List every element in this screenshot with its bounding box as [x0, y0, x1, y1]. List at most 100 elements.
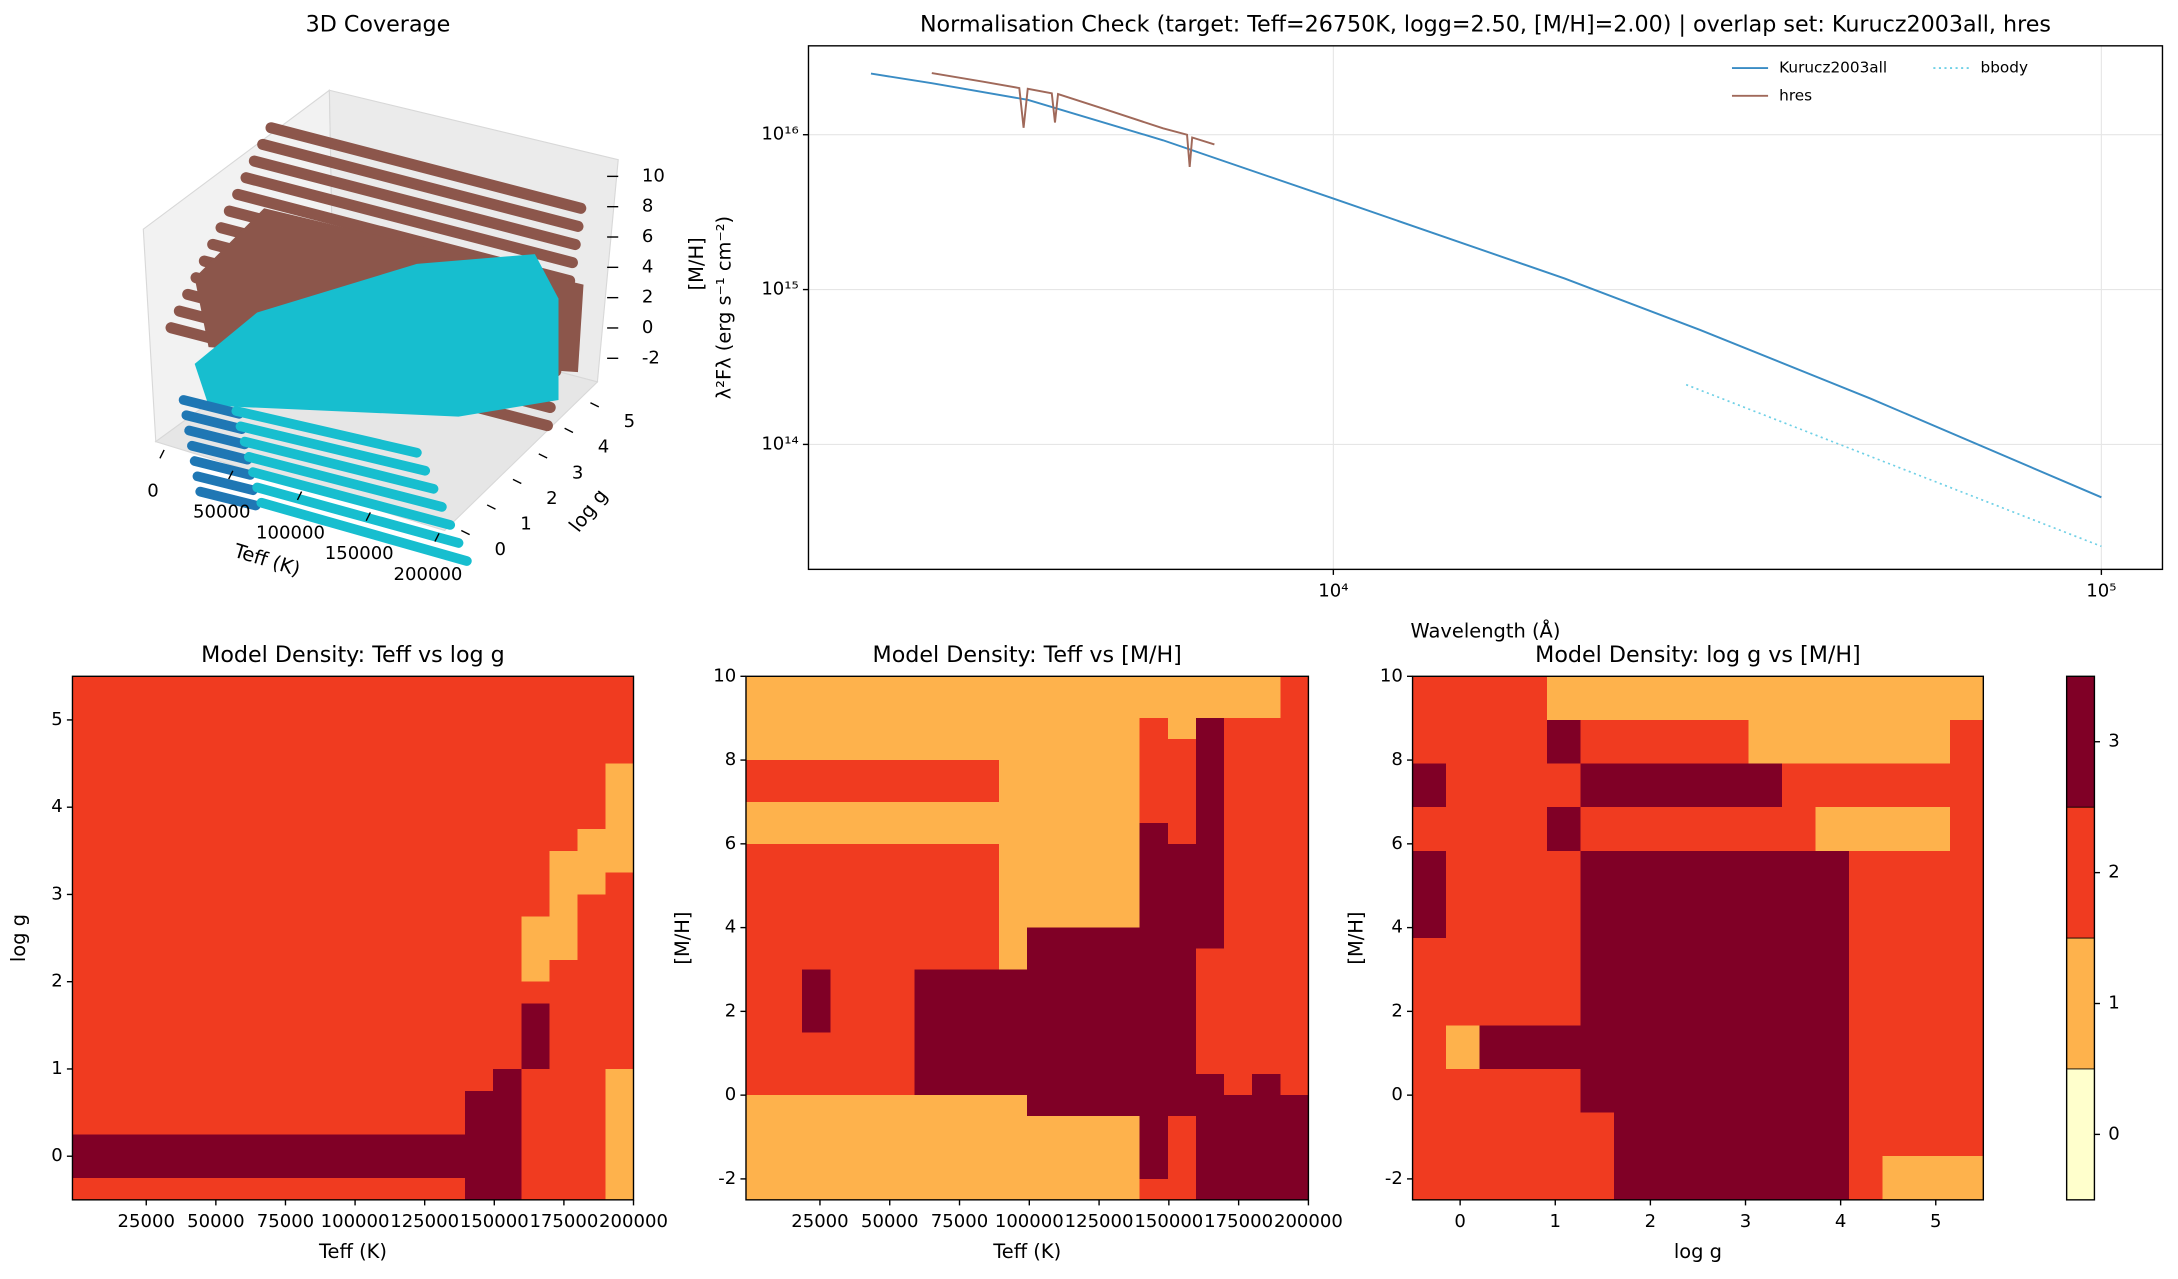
- heatmap-cell: [324, 807, 354, 830]
- heatmap-cell: [493, 1047, 522, 1070]
- heatmap-cell: [465, 807, 494, 830]
- heatmap-cell: [156, 785, 186, 808]
- heatmap-cell: [1055, 990, 1085, 1012]
- heatmap-cell: [437, 763, 466, 786]
- heatmap-cell: [493, 894, 522, 917]
- heatmap-cell: [774, 1137, 803, 1159]
- heatmap-cell: [381, 938, 410, 961]
- heatmap-cell: [1224, 990, 1253, 1012]
- point-stripe: [239, 436, 439, 494]
- heatmap-cell: [970, 1074, 1000, 1096]
- heatmap-cell: [1139, 948, 1169, 971]
- heatmap-cell: [1027, 927, 1056, 950]
- heatmap-cell: [465, 1112, 494, 1135]
- heatmap-cell: [1849, 981, 1884, 1026]
- heatmap-cell: [240, 829, 270, 852]
- heatmap-cell: [381, 807, 410, 830]
- heatmap-cell: [1513, 676, 1548, 721]
- heatmap-cell: [521, 981, 550, 1005]
- heatmap-cell: [1479, 1025, 1514, 1070]
- heatmap-cell: [72, 1134, 102, 1157]
- heatmap-cell: [1681, 850, 1716, 895]
- heatmap-cell: [1280, 927, 1309, 950]
- heatmap-cell: [745, 969, 775, 991]
- heatmap-cell: [1252, 885, 1281, 908]
- heatmap-cell: [802, 718, 831, 740]
- heatmap-cell: [212, 1112, 242, 1135]
- heatmap-cell: [1949, 1068, 1984, 1114]
- heatmap-cell: [100, 763, 130, 786]
- heatmap-cell: [1055, 1053, 1085, 1075]
- heatmap-cell: [577, 1156, 607, 1179]
- heatmap-cell: [184, 698, 214, 721]
- heatmap-cell: [1513, 1112, 1548, 1157]
- heatmap-cell: [549, 1178, 578, 1201]
- heatmap-cell: [858, 739, 888, 761]
- y-tick-label: -2: [1385, 1168, 1403, 1189]
- heatmap-cell: [942, 885, 972, 908]
- heatmap-cell: [914, 822, 944, 845]
- heatmap-cell: [437, 698, 466, 721]
- heatmap-cell: [1614, 763, 1649, 808]
- x-tick-label: 200000: [394, 564, 463, 585]
- heatmap-cell: [240, 872, 270, 895]
- y-tick: [460, 529, 470, 536]
- heatmap-cell: [999, 697, 1028, 719]
- heatmap-cell: [1195, 1137, 1225, 1159]
- heatmap-cell: [1916, 894, 1951, 939]
- heatmap-cell: [1949, 1112, 1984, 1157]
- heatmap-cell: [1647, 850, 1682, 895]
- heatmap-cell: [942, 1178, 972, 1201]
- heatmap-cell: [240, 698, 270, 721]
- heatmap-cell: [72, 872, 102, 895]
- heatmap-cell: [745, 781, 775, 803]
- heatmap-cell: [1027, 1011, 1056, 1033]
- heatmap-cell: [1916, 719, 1951, 765]
- heatmap-cell: [1280, 1137, 1309, 1159]
- heatmap-cell: [914, 1074, 944, 1096]
- heatmap-cell: [886, 1116, 916, 1138]
- heatmap-cell: [128, 1090, 158, 1114]
- heatmap-cell: [409, 719, 438, 743]
- heatmap-cell: [409, 829, 438, 852]
- heatmap-cell: [1195, 948, 1225, 971]
- heatmap-cell: [72, 807, 102, 830]
- heatmap-cell: [493, 1156, 522, 1179]
- heatmap-cell: [577, 981, 607, 1005]
- heatmap-cell: [577, 719, 607, 743]
- heatmap-cell: [156, 741, 186, 765]
- heatmap-cell: [156, 916, 186, 939]
- heatmap-cell: [549, 807, 578, 830]
- heatmap-cell: [465, 959, 494, 983]
- heatmap-cell: [830, 864, 860, 887]
- heatmap-cell: [296, 719, 326, 743]
- heatmap-cell: [1882, 1068, 1917, 1114]
- heatmap-cell: [1647, 1112, 1682, 1157]
- heatmap-cell: [1139, 843, 1169, 866]
- heatmap-cell: [1167, 718, 1197, 740]
- heatmap-cell: [1546, 719, 1581, 765]
- heatmap-cell: [72, 676, 102, 699]
- heatmap-cell: [970, 760, 1000, 782]
- heatmap-cell: [605, 959, 635, 983]
- heatmap-cell: [970, 1116, 1000, 1138]
- heatmap-cell: [1916, 1156, 1951, 1201]
- heatmap-cell: [1280, 739, 1309, 761]
- heatmap-cell: [1111, 676, 1141, 698]
- heatmap-cell: [858, 864, 888, 887]
- heatmap-cell: [1681, 1156, 1716, 1201]
- heatmap-cell: [1580, 719, 1615, 765]
- heatmap-cell: [352, 916, 382, 939]
- heatmap-cell: [577, 676, 607, 699]
- heatmap-cell: [268, 698, 298, 721]
- heatmap-cell: [240, 763, 270, 786]
- x-tick-label: 4: [1835, 1211, 1846, 1232]
- heatmap-cell: [1139, 1032, 1169, 1054]
- heatmap-cell: [914, 864, 944, 887]
- heatmap-cell: [1083, 718, 1113, 740]
- heatmap-cell: [184, 1068, 214, 1092]
- heatmap-cell: [1681, 1025, 1716, 1070]
- heatmap-cell: [1681, 981, 1716, 1026]
- heatmap-cell: [942, 1053, 972, 1075]
- heatmap-cell: [493, 676, 522, 699]
